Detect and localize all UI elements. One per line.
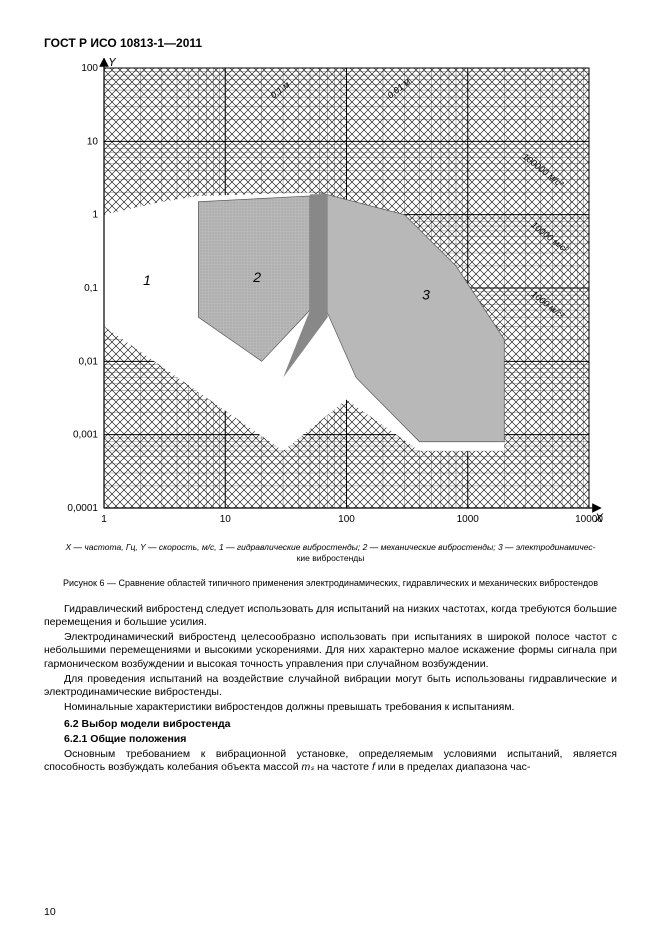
svg-text:0,0001: 0,0001 xyxy=(67,503,98,514)
svg-text:100: 100 xyxy=(81,63,98,74)
body-text: Гидравлический вибростенд следует исполь… xyxy=(44,603,617,775)
svg-text:X: X xyxy=(594,511,604,525)
svg-text:100: 100 xyxy=(338,514,355,525)
p5-var-m: mₛ xyxy=(301,761,314,773)
legend-y: Y — скорость, м/с, xyxy=(140,542,219,552)
section-6-2-heading: 6.2 Выбор модели вибростенда xyxy=(44,718,617,731)
p5-text-b: на частоте xyxy=(314,761,372,773)
svg-text:10: 10 xyxy=(220,514,232,525)
document-header: ГОСТ Р ИСО 10813-1—2011 xyxy=(44,36,617,50)
section-6-2-1-heading: 6.2.1 Общие положения xyxy=(44,733,617,746)
figure-caption: Рисунок 6 — Сравнение областей типичного… xyxy=(44,577,617,589)
paragraph-3: Для проведения испытаний на воздействие … xyxy=(44,673,617,699)
svg-text:1: 1 xyxy=(92,210,98,221)
axis-legend: X — частота, Гц, Y — скорость, м/с, 1 — … xyxy=(44,542,617,565)
paragraph-2: Электродинамический вибростенд целесообр… xyxy=(44,631,617,670)
page-number: 10 xyxy=(44,906,56,918)
figure-6-chart: 1230,1 м0,01 м100000 м/с²10000 м/с²1000 … xyxy=(44,58,617,538)
svg-text:3: 3 xyxy=(422,286,430,302)
svg-text:1: 1 xyxy=(143,272,151,288)
p5-text-c: или в пределах диапазона час- xyxy=(375,761,530,773)
svg-text:0,01: 0,01 xyxy=(79,356,99,367)
svg-text:1: 1 xyxy=(101,514,107,525)
legend-3b: кие вибростенды xyxy=(297,553,365,563)
legend-3a: 3 — электродинамичес- xyxy=(498,542,596,552)
svg-text:Y: Y xyxy=(108,58,117,69)
legend-1: 1 — гидравлические вибростенды; xyxy=(219,542,363,552)
svg-text:1000: 1000 xyxy=(457,514,480,525)
legend-x: X — частота, Гц, xyxy=(66,542,141,552)
paragraph-4: Номинальные характеристики вибростендов … xyxy=(44,701,617,714)
svg-text:2: 2 xyxy=(252,269,261,285)
svg-text:10: 10 xyxy=(87,136,99,147)
legend-2: 2 — механические вибростенды; xyxy=(363,542,498,552)
paragraph-1: Гидравлический вибростенд следует исполь… xyxy=(44,603,617,629)
svg-text:0,1: 0,1 xyxy=(84,283,98,294)
svg-text:0,001: 0,001 xyxy=(73,430,98,441)
paragraph-5: Основным требованием к вибрационной уста… xyxy=(44,748,617,774)
